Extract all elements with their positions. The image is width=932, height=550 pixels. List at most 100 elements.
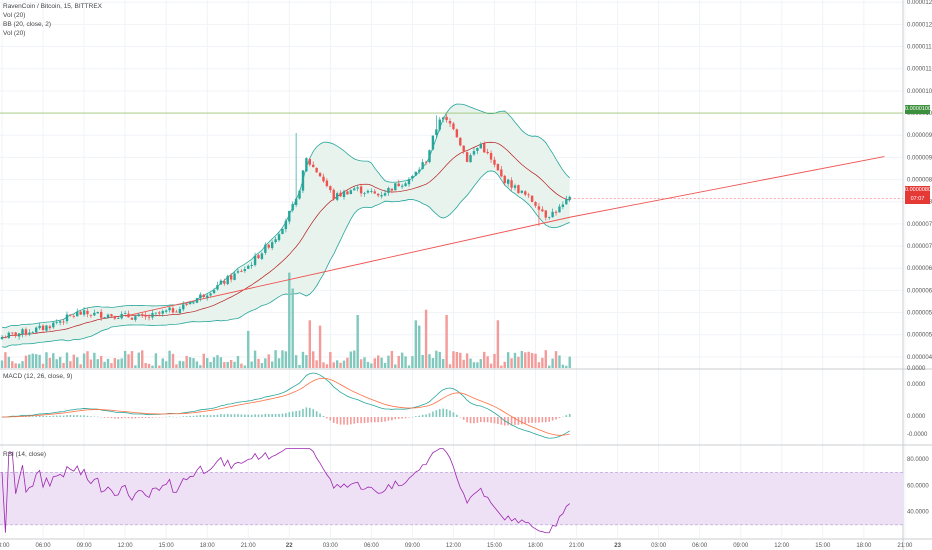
candle-body: [506, 179, 510, 184]
macd-histogram-bar: [257, 414, 260, 417]
macd-histogram-bar: [415, 416, 417, 417]
macd-histogram-bar: [261, 414, 263, 417]
volume-bar: [35, 354, 38, 368]
candle-body: [127, 313, 130, 318]
volume-bar: [356, 315, 359, 368]
candle-body: [141, 314, 144, 315]
time-tick-label: 22: [286, 543, 293, 549]
candle-body: [270, 242, 274, 249]
vol-indicator-label[interactable]: Vol (20): [3, 12, 26, 19]
macd-histogram-bar: [278, 413, 280, 417]
candle-body: [82, 310, 86, 315]
macd-histogram-bar: [295, 411, 297, 417]
macd-histogram-bar: [73, 415, 75, 417]
volume-bar: [130, 351, 134, 368]
volume-bar: [82, 353, 86, 368]
macd-histogram-bar: [62, 415, 65, 417]
volume-bar: [418, 325, 421, 368]
rsi-line: [1, 448, 570, 534]
macd-histogram-bar: [120, 417, 123, 419]
bb-indicator-label[interactable]: BB (20, close, 2): [3, 21, 52, 28]
macd-histogram-bar: [462, 417, 465, 420]
macd-histogram-bar: [141, 417, 144, 418]
volume-bar: [0, 360, 4, 368]
candle-body: [48, 326, 52, 329]
volume-bar: [117, 359, 120, 368]
volume-bar: [243, 365, 247, 368]
volume-bar: [568, 356, 571, 368]
macd-histogram-bar: [555, 417, 557, 420]
vol2-indicator-label[interactable]: Vol (20): [3, 30, 26, 37]
candle-body: [524, 191, 527, 195]
candle-body: [103, 317, 106, 318]
volume-bar: [318, 325, 322, 368]
volume-bar: [144, 363, 147, 368]
candle-body: [236, 271, 240, 273]
volume-bar: [503, 361, 506, 368]
volume-bar: [240, 363, 243, 368]
candle-body: [72, 315, 76, 317]
macd-histogram-bar: [551, 417, 554, 421]
volume-bar: [294, 355, 298, 368]
macd-histogram-bar: [52, 415, 55, 417]
main-legend: RavenCoin / Bitcoin, 15, BITTREX Vol (20…: [3, 2, 102, 38]
macd-histogram-bar: [144, 417, 147, 418]
time-tick-label: 03:00: [323, 543, 339, 549]
volume-bar: [195, 361, 199, 368]
macd-tick-label: 0.0000: [907, 382, 926, 388]
symbol-title[interactable]: RavenCoin / Bitcoin, 15, BITTREX: [3, 3, 102, 10]
volume-bar: [359, 359, 363, 368]
candle-body: [110, 314, 113, 317]
candle-body: [493, 159, 496, 165]
macd-histogram-bar: [521, 417, 523, 425]
rsi-indicator-label[interactable]: RSI (14, close): [3, 451, 46, 458]
candle-body: [318, 172, 322, 177]
candle-body: [554, 211, 558, 213]
candle-body: [489, 152, 493, 160]
candle-body: [41, 325, 45, 330]
macd-histogram-bar: [384, 417, 386, 422]
trendline[interactable]: [125, 156, 885, 317]
volume-bar: [472, 362, 476, 368]
macd-histogram-bar: [230, 414, 232, 417]
macd-histogram-bar: [148, 417, 150, 419]
candle-body: [62, 321, 65, 323]
candle-body: [342, 191, 346, 198]
time-axis[interactable]: 03:00 06:00 09:00 12:00 15:00 18:00 21:00 22 03:…: [0, 543, 932, 549]
volume-bar: [353, 350, 356, 368]
candle-body: [455, 129, 459, 138]
macd-histogram-bar: [524, 417, 527, 424]
candle-body: [325, 180, 329, 187]
macd-histogram-bar: [309, 407, 311, 417]
macd-histogram-bar: [527, 417, 530, 424]
macd-histogram-bar: [267, 414, 270, 417]
macd-histogram-bar: [486, 417, 489, 423]
volume-bar: [380, 357, 383, 368]
macd-histogram-bar: [31, 416, 34, 417]
macd-histogram-bar: [438, 408, 441, 417]
macd-histogram-bar: [404, 417, 407, 419]
volume-bar: [209, 362, 212, 368]
candle-body: [31, 332, 34, 334]
candle-body: [411, 175, 414, 179]
macd-histogram-bar: [285, 413, 287, 417]
candle-body: [329, 186, 332, 191]
candle-body: [551, 211, 554, 218]
macd-histogram-bar: [326, 417, 328, 419]
macd-histogram-bar: [305, 407, 308, 417]
volume-bar: [493, 353, 496, 368]
macd-signal-line: [1, 377, 570, 436]
candle-body: [441, 117, 445, 120]
volume-bar: [462, 359, 465, 368]
volume-bar: [530, 353, 534, 368]
macd-histogram-bar: [223, 414, 226, 417]
volume-bar: [192, 358, 195, 368]
volume-bar: [134, 365, 137, 368]
macd-histogram-bar: [107, 417, 109, 418]
macd-indicator-label[interactable]: MACD (12, 26, close, 9): [3, 373, 73, 380]
macd-histogram-bar: [476, 417, 479, 423]
macd-histogram-bar: [356, 417, 359, 424]
volume-bar: [284, 351, 288, 368]
